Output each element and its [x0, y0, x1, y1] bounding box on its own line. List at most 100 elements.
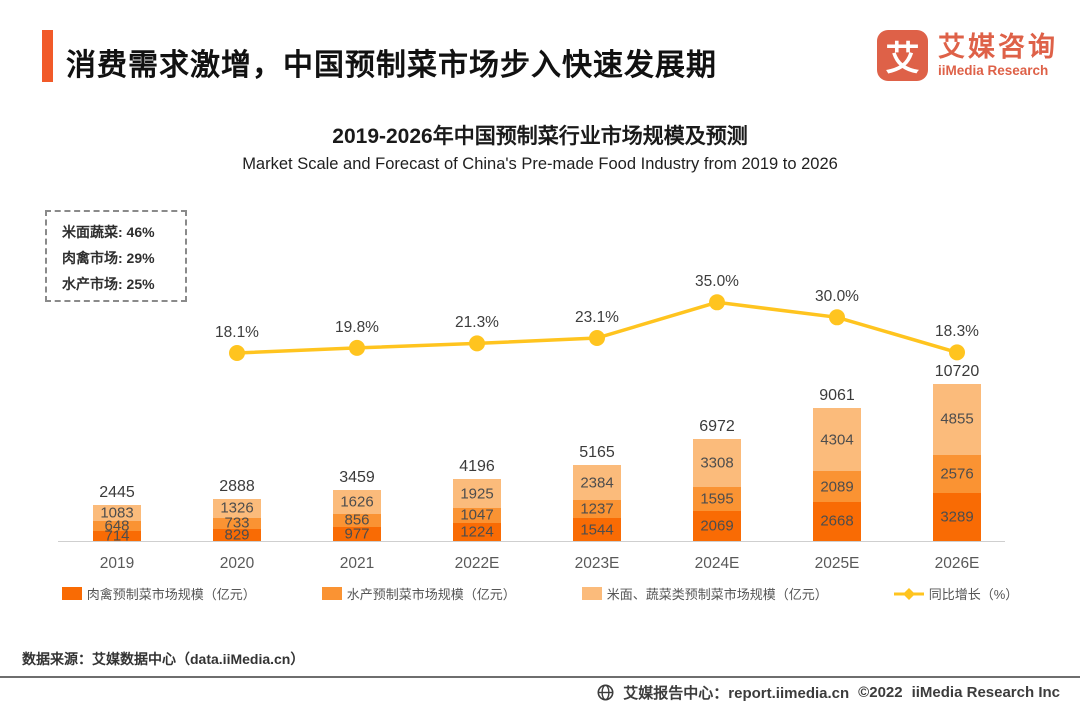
- x-axis-label-2023E: 2023E: [574, 555, 620, 572]
- bar-segment: 1544: [573, 518, 621, 541]
- bar-segment: 733: [213, 514, 261, 532]
- stacked-bar-2025E: 4304 2089 2668: [813, 408, 861, 541]
- segment-value-label: 1626: [340, 493, 374, 511]
- segment-value-label: 1237: [580, 500, 614, 518]
- footer-copyright: ©2022: [858, 684, 903, 701]
- logo-name-cn: 艾媒咨询: [938, 31, 1058, 62]
- growth-percent-label: 18.1%: [215, 324, 259, 341]
- segment-value-label: 977: [344, 525, 370, 543]
- note-line-0: 米面蔬菜: 46%: [62, 224, 155, 240]
- x-axis-label-2020: 2020: [219, 555, 255, 572]
- segment-value-label: 829: [224, 526, 250, 544]
- segment-value-label: 1595: [700, 490, 734, 508]
- chart-legend: 肉禽预制菜市场规模（亿元） 水产预制菜市场规模（亿元） 米面、蔬菜类预制菜市场规模（…: [0, 584, 1080, 603]
- bar-segment: 856: [333, 511, 381, 529]
- segment-value-label: 856: [344, 511, 370, 529]
- total-value-label: 2445: [99, 484, 135, 502]
- legend-label: 同比增长（%）: [928, 587, 1019, 602]
- bar-segment: 2668: [813, 501, 861, 541]
- bar-segment: 1595: [693, 487, 741, 511]
- legend-swatch: [581, 587, 602, 600]
- footer-divider: [0, 676, 1080, 678]
- segment-value-label: 2384: [580, 474, 614, 492]
- segment-value-label: 1083: [100, 504, 134, 522]
- segment-value-label: 3289: [940, 508, 974, 526]
- stacked-bar-2020: 1326 733 829: [213, 498, 261, 544]
- bar-segment: 1047: [453, 506, 501, 524]
- bar-segment: 1925: [453, 479, 501, 508]
- line-marker: [589, 330, 605, 346]
- bar-segment: 2089: [813, 471, 861, 502]
- bar-segment: 2384: [573, 465, 621, 501]
- legend-line-marker-icon: [893, 587, 924, 600]
- total-value-label: 3459: [339, 469, 375, 487]
- page-title: 消费需求激增，中国预制菜市场步入快速发展期: [66, 49, 717, 82]
- stacked-bar-2024E: 3308 1595 2069: [693, 438, 741, 541]
- footer: 艾媒报告中心：report.iimedia.cn ©2022 iiMedia R…: [597, 682, 1060, 702]
- legend-label: 米面、蔬菜类预制菜市场规模（亿元）: [606, 587, 828, 602]
- segment-value-label: 4855: [940, 410, 974, 428]
- line-marker: [229, 345, 245, 361]
- segment-value-label: 1925: [460, 485, 494, 503]
- total-value-label: 6972: [699, 417, 735, 435]
- bar-segment: 977: [333, 525, 381, 543]
- total-value-label: 4196: [459, 458, 495, 476]
- total-value-label: 9061: [819, 387, 855, 405]
- title-accent-bar: [42, 30, 53, 82]
- stacked-bar-2026E: 4855 2576 3289: [933, 383, 981, 541]
- line-marker: [349, 339, 365, 356]
- stacked-bar-2019: 1083 648 714: [93, 504, 141, 544]
- chart-subtitle: Market Scale and Forecast of China's Pre…: [242, 155, 838, 173]
- segment-value-label: 714: [104, 527, 130, 545]
- growth-percent-label: 21.3%: [455, 314, 499, 332]
- note-line-1: 肉禽市场: 29%: [62, 250, 155, 266]
- segment-value-label: 4304: [820, 431, 854, 449]
- bar-segment: 3289: [933, 492, 981, 541]
- legend-swatch: [321, 587, 342, 600]
- segment-value-label: 2668: [820, 512, 854, 530]
- growth-percent-label: 19.8%: [335, 318, 379, 336]
- line-marker: [829, 309, 845, 326]
- x-axis-label-2024E: 2024E: [694, 555, 740, 572]
- bar-segment: 1224: [453, 523, 501, 541]
- x-axis-label-2025E: 2025E: [814, 555, 860, 572]
- segment-value-label: 733: [224, 514, 250, 532]
- market-share-note-box: 米面蔬菜: 46% 肉禽市场: 29% 水产市场: 25%: [45, 210, 187, 302]
- bar-segment: 714: [93, 527, 141, 544]
- bar-segment: 1626: [333, 490, 381, 515]
- iimedia-logo: 艾 艾媒咨询 iiMedia Research: [877, 30, 1058, 81]
- legend-swatch: [61, 587, 82, 600]
- bar-segment: 4855: [933, 383, 981, 456]
- bar-segment: 829: [213, 526, 261, 544]
- growth-percent-label: 18.3%: [935, 323, 979, 341]
- iimedia-logo-icon: 艾: [877, 30, 928, 81]
- footer-company: iiMedia Research Inc: [911, 684, 1060, 701]
- stacked-bar-2021: 1626 856 977: [333, 490, 381, 543]
- bar-segment: 648: [93, 517, 141, 534]
- segment-value-label: 1544: [580, 521, 614, 539]
- bar-segment: 2069: [693, 510, 741, 541]
- x-axis-label-2026E: 2026E: [934, 555, 980, 572]
- x-axis-label-2019: 2019: [99, 555, 135, 572]
- segment-value-label: 2069: [700, 517, 734, 535]
- chart-title: 2019-2026年中国预制菜行业市场规模及预测: [332, 125, 748, 148]
- segment-value-label: 1224: [460, 523, 494, 541]
- line-marker: [469, 335, 485, 352]
- bar-segment: 1083: [93, 504, 141, 522]
- segment-value-label: 1047: [460, 506, 494, 524]
- logo-name-en: iiMedia Research: [938, 63, 1049, 79]
- bar-segment: 3308: [693, 438, 741, 488]
- segment-value-label: 3308: [700, 454, 734, 472]
- line-marker: [709, 294, 725, 311]
- legend-item-growth-line: 同比增长（%）: [893, 584, 1019, 603]
- stacked-bar-2022E: 1925 1047 1224: [453, 479, 501, 541]
- x-axis-line: [58, 541, 1005, 542]
- total-value-label: 2888: [219, 477, 255, 495]
- bar-segment: 4304: [813, 408, 861, 472]
- logo-text: 艾媒咨询 iiMedia Research: [938, 31, 1058, 79]
- line-marker: [949, 344, 965, 361]
- segment-value-label: 1326: [220, 499, 254, 517]
- data-source: 数据来源：艾媒数据中心（data.iiMedia.cn）: [22, 651, 305, 667]
- note-line-2: 水产市场: 25%: [62, 276, 155, 292]
- growth-percent-label: 23.1%: [575, 309, 619, 326]
